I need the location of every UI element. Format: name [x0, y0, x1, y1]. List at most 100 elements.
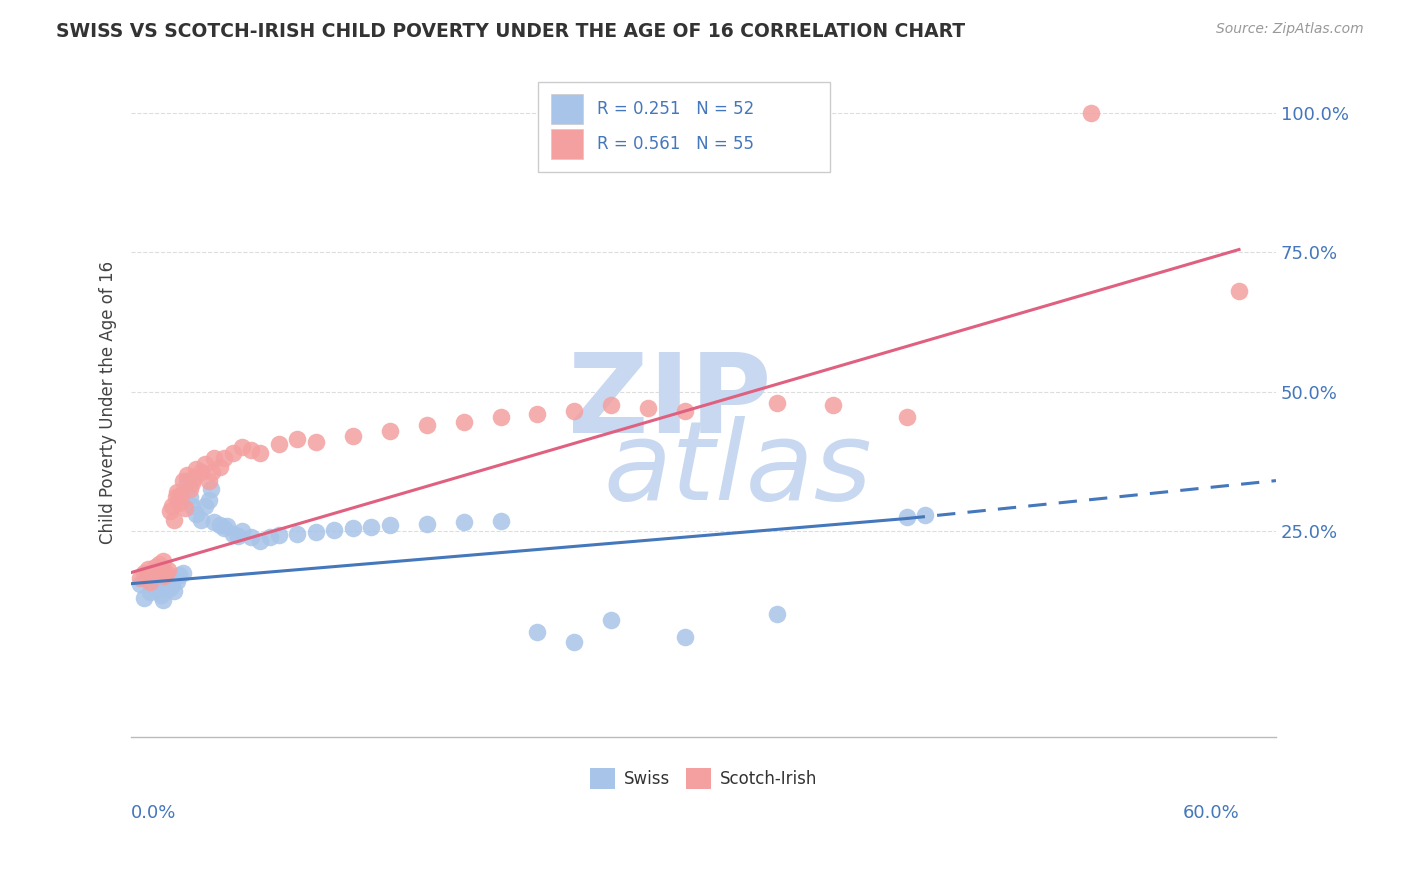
Point [166, 484, 188, 499]
Point [134, 591, 156, 605]
Point [222, 526, 245, 541]
Point [231, 440, 253, 454]
Text: atlas: atlas [603, 416, 872, 523]
Text: R = 0.561   N = 55: R = 0.561 N = 55 [598, 135, 754, 153]
Legend: Swiss, Scotch-Irish: Swiss, Scotch-Irish [583, 762, 824, 796]
Point [194, 499, 217, 513]
Point [415, 516, 437, 531]
Point [159, 504, 181, 518]
Point [217, 519, 239, 533]
Point [155, 566, 177, 580]
Point [896, 409, 918, 424]
Point [489, 514, 512, 528]
Point [1080, 106, 1102, 120]
Point [305, 434, 328, 449]
Point [172, 566, 194, 580]
Point [143, 579, 166, 593]
Point [163, 583, 186, 598]
Point [142, 574, 165, 588]
Point [228, 529, 250, 543]
Point [267, 528, 290, 542]
Point [179, 482, 201, 496]
Point [673, 404, 696, 418]
Point [212, 451, 235, 466]
Point [564, 635, 586, 649]
Point [637, 401, 659, 416]
Point [184, 462, 207, 476]
Point [160, 578, 183, 592]
Point [1227, 285, 1250, 299]
Point [138, 574, 160, 589]
Point [129, 576, 152, 591]
Point [267, 437, 290, 451]
Point [673, 630, 696, 644]
Point [166, 574, 188, 588]
Point [179, 491, 201, 505]
Point [138, 585, 160, 599]
Point [173, 501, 195, 516]
Point [134, 566, 156, 580]
Point [249, 533, 271, 548]
Point [287, 432, 309, 446]
Point [165, 491, 187, 505]
Point [194, 457, 217, 471]
Point [157, 571, 180, 585]
Point [143, 560, 166, 574]
Point [453, 516, 475, 530]
Point [181, 476, 204, 491]
Y-axis label: Child Poverty Under the Age of 16: Child Poverty Under the Age of 16 [100, 261, 117, 544]
Point [159, 581, 181, 595]
Point [489, 409, 512, 424]
Point [342, 521, 364, 535]
Point [183, 471, 205, 485]
Text: ZIP: ZIP [568, 349, 770, 456]
Point [190, 513, 212, 527]
Point [163, 513, 186, 527]
Point [600, 399, 623, 413]
Point [136, 568, 159, 582]
Point [148, 582, 170, 597]
Text: 0.0%: 0.0% [131, 804, 177, 822]
Point [564, 404, 586, 418]
Point [305, 524, 328, 539]
Point [176, 468, 198, 483]
Point [526, 407, 548, 421]
Point [600, 613, 623, 627]
Point [212, 521, 235, 535]
Point [896, 509, 918, 524]
Text: Source: ZipAtlas.com: Source: ZipAtlas.com [1216, 22, 1364, 37]
Point [198, 493, 221, 508]
Point [202, 451, 225, 466]
Point [360, 520, 382, 534]
Point [766, 395, 789, 409]
Point [222, 446, 245, 460]
Point [157, 563, 180, 577]
Point [201, 465, 224, 479]
Text: SWISS VS SCOTCH-IRISH CHILD POVERTY UNDER THE AGE OF 16 CORRELATION CHART: SWISS VS SCOTCH-IRISH CHILD POVERTY UNDE… [56, 22, 966, 41]
Text: R = 0.251   N = 52: R = 0.251 N = 52 [598, 100, 755, 118]
Point [208, 459, 231, 474]
Point [160, 499, 183, 513]
Point [152, 554, 174, 568]
Point [914, 508, 936, 523]
Point [378, 518, 401, 533]
Point [378, 424, 401, 438]
Point [167, 496, 190, 510]
FancyBboxPatch shape [537, 82, 830, 172]
Point [176, 474, 198, 488]
Point [231, 524, 253, 538]
Point [142, 567, 165, 582]
Point [200, 482, 222, 496]
Point [129, 571, 152, 585]
Point [152, 593, 174, 607]
Point [240, 442, 263, 457]
Point [821, 399, 844, 413]
Point [172, 474, 194, 488]
Point [167, 568, 190, 582]
Point [287, 526, 309, 541]
Point [342, 429, 364, 443]
Point [240, 530, 263, 544]
Point [259, 530, 281, 544]
Point [415, 417, 437, 432]
Point [149, 588, 172, 602]
